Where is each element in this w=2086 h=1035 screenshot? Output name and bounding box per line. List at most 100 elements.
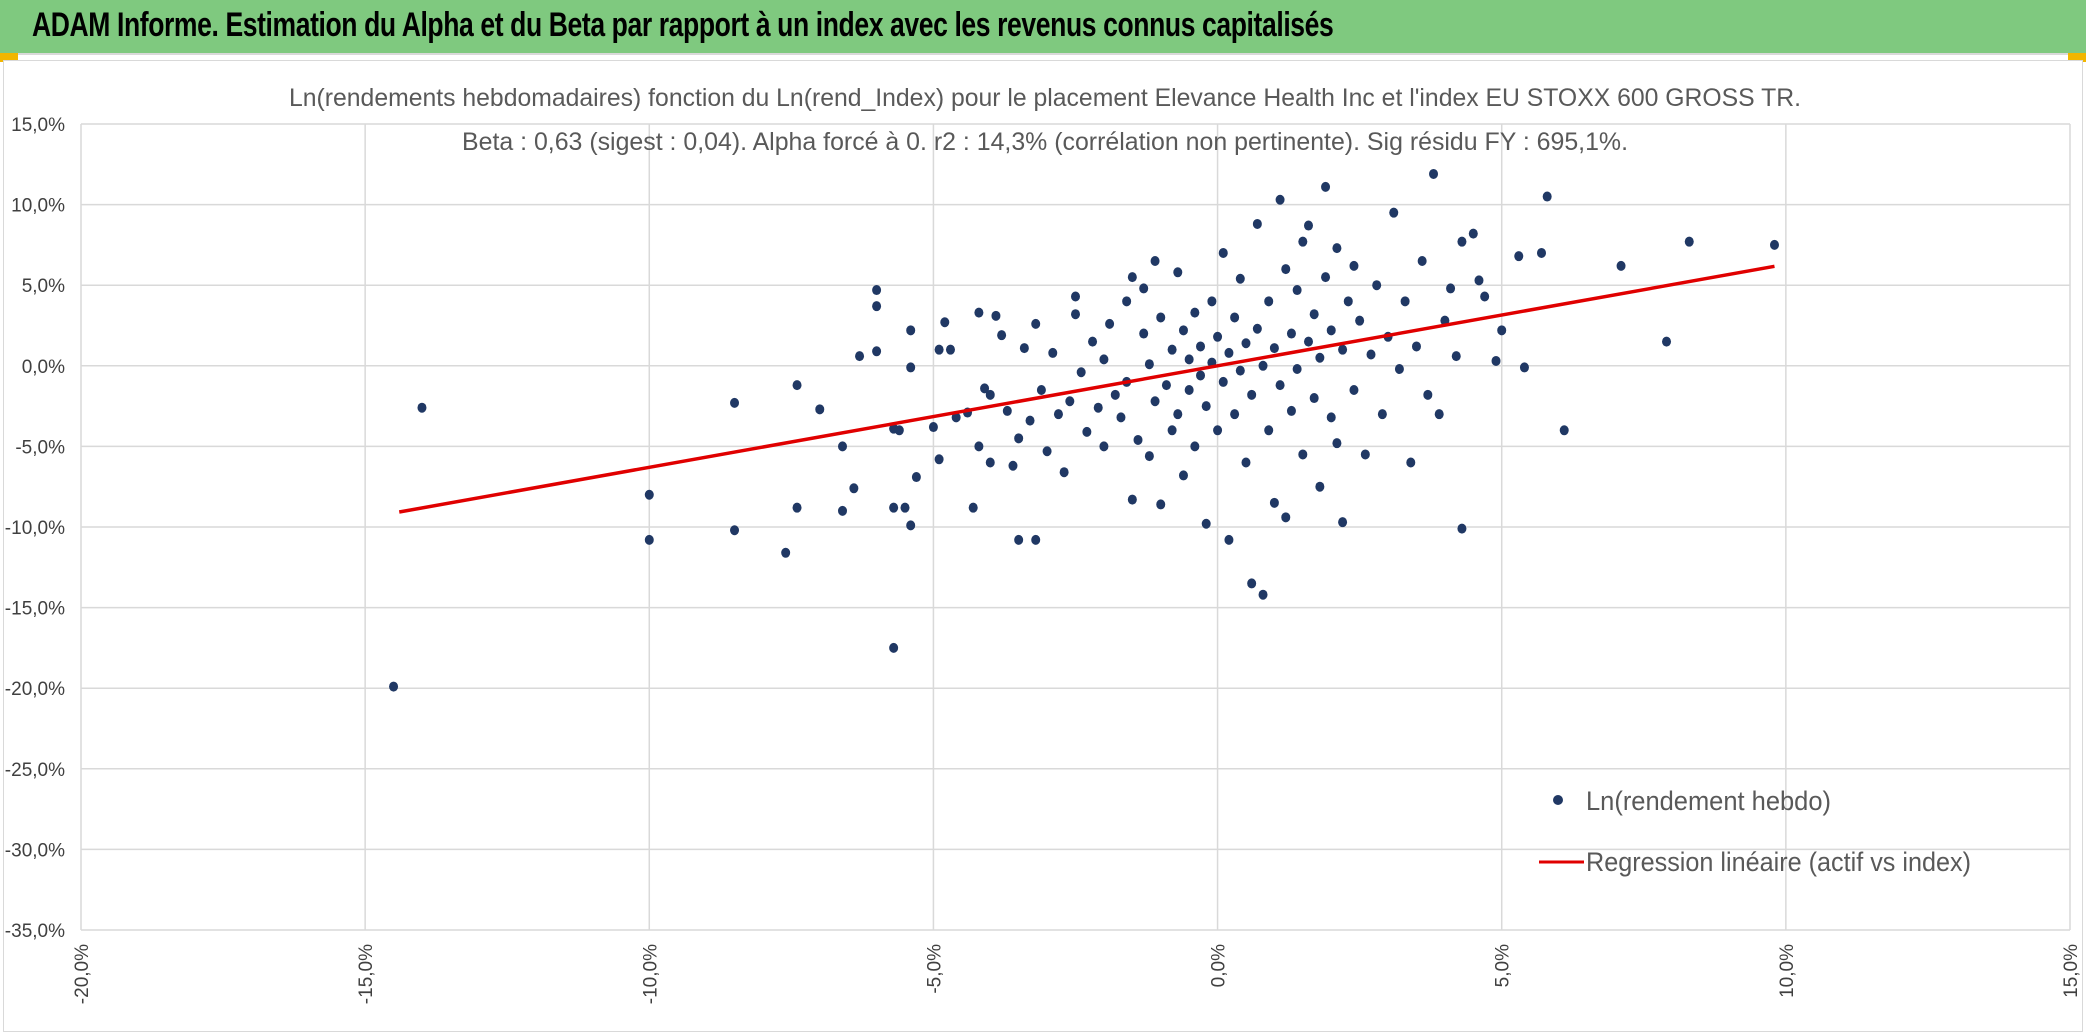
regression-line-group: [398, 264, 1775, 514]
grid-lines: [80, 123, 2071, 931]
scatter-point: [849, 483, 859, 494]
scatter-point: [1536, 247, 1546, 258]
scatter-point: [730, 397, 740, 408]
scatter-point: [1224, 347, 1234, 358]
scatter-point: [1321, 181, 1331, 192]
x-tick-label: -15,0%: [356, 944, 377, 1004]
scatter-point: [1224, 534, 1234, 545]
scatter-point: [906, 362, 916, 373]
scatter-point: [1127, 494, 1137, 505]
scatter-point: [1332, 438, 1342, 449]
header-bar: ADAM Informe. Estimation du Alpha et du …: [0, 0, 2086, 55]
scatter-point: [900, 502, 910, 513]
scatter-point: [980, 383, 990, 394]
scatter-point: [1093, 402, 1103, 413]
scatter-point: [1122, 296, 1132, 307]
scatter-point: [1326, 412, 1336, 423]
scatter-point: [1184, 354, 1194, 365]
y-tick-label: -15,0%: [5, 599, 65, 620]
scatter-point: [940, 317, 950, 328]
scatter-point: [1377, 409, 1387, 420]
y-tick-label: 15,0%: [11, 115, 65, 136]
scatter-point: [1088, 336, 1098, 347]
scatter-point: [1281, 264, 1291, 275]
scatter-point: [1349, 384, 1359, 395]
scatter-point: [1298, 449, 1308, 460]
scatter-point: [1406, 457, 1416, 468]
scatter-point: [911, 472, 921, 483]
scatter-point: [1286, 328, 1296, 339]
scatter-point: [928, 422, 938, 433]
scatter-point: [1207, 296, 1217, 307]
scatter-point: [792, 502, 802, 513]
scatter-point: [389, 681, 399, 692]
scatter-point: [968, 502, 978, 513]
scatter-point: [1303, 220, 1313, 231]
legend-marker-points: [1553, 795, 1563, 805]
scatter-point: [1241, 457, 1251, 468]
scatter-point: [872, 301, 882, 312]
scatter-point: [1076, 367, 1086, 378]
scatter-chart: Ln(rendements hebdomadaires) fonction du…: [5, 84, 2082, 1004]
y-tick-label: 10,0%: [11, 196, 65, 217]
scatter-point: [1213, 331, 1223, 342]
scatter-point: [1247, 578, 1257, 589]
scatter-point: [1031, 534, 1041, 545]
x-tick-label: 10,0%: [1777, 944, 1798, 998]
scatter-point: [1429, 168, 1439, 179]
y-tick-label: -25,0%: [5, 760, 65, 781]
scatter-point: [1190, 307, 1200, 318]
scatter-point: [1269, 343, 1279, 354]
scatter-point: [1178, 470, 1188, 481]
scatter-point: [1218, 247, 1228, 258]
scatter-point: [1173, 409, 1183, 420]
scatter-point: [1258, 589, 1268, 600]
scatter-point: [1474, 275, 1484, 286]
scatter-point: [1144, 451, 1154, 462]
scatter-point: [1230, 312, 1240, 323]
scatter-point: [974, 441, 984, 452]
scatter-point: [1008, 460, 1018, 471]
scatter-point: [1559, 425, 1569, 436]
scatter-point: [1315, 352, 1325, 363]
scatter-point: [1144, 359, 1154, 370]
scatter-point: [872, 346, 882, 357]
scatter-point: [1218, 376, 1228, 387]
scatter-point: [1457, 236, 1467, 247]
scatter-point: [1133, 434, 1143, 445]
scatter-point: [815, 404, 825, 415]
scatter-point: [1167, 344, 1177, 355]
scatter-point: [838, 441, 848, 452]
scatter-point: [1514, 251, 1524, 262]
x-tick-label: 5,0%: [1493, 944, 1514, 987]
scatter-point: [934, 454, 944, 465]
scatter-point: [1139, 283, 1149, 294]
scatter-point: [1423, 389, 1433, 400]
scatter-point: [1411, 341, 1421, 352]
scatter-point: [997, 330, 1007, 341]
y-tick-label: 0,0%: [22, 357, 65, 378]
scatter-point: [894, 425, 904, 436]
chart-title-line-1: Ln(rendements hebdomadaires) fonction du…: [289, 84, 1801, 112]
regression-line: [398, 264, 1775, 514]
scatter-point: [1662, 336, 1672, 347]
scatter-point: [1196, 370, 1206, 381]
scatter-point: [1196, 341, 1206, 352]
scatter-point: [1275, 380, 1285, 391]
scatter-point: [1343, 296, 1353, 307]
scatter-point: [1400, 296, 1410, 307]
scatter-point: [1286, 405, 1296, 416]
scatter-point: [1127, 272, 1137, 283]
scatter-points: [389, 168, 1779, 692]
scatter-point: [1446, 283, 1456, 294]
scatter-point: [1303, 336, 1313, 347]
scatter-point: [1394, 364, 1404, 375]
scatter-point: [1264, 425, 1274, 436]
y-tick-label: -10,0%: [5, 518, 65, 539]
axis-tick-labels: 15,0% 10,0% 5,0% 0,0% -5,0% -10,0% -15,0% -20,0…: [5, 115, 2082, 1004]
scatter-point: [985, 389, 995, 400]
scatter-point: [1434, 409, 1444, 420]
scatter-point: [1048, 347, 1058, 358]
scatter-point: [1235, 365, 1245, 376]
scatter-point: [1014, 433, 1024, 444]
